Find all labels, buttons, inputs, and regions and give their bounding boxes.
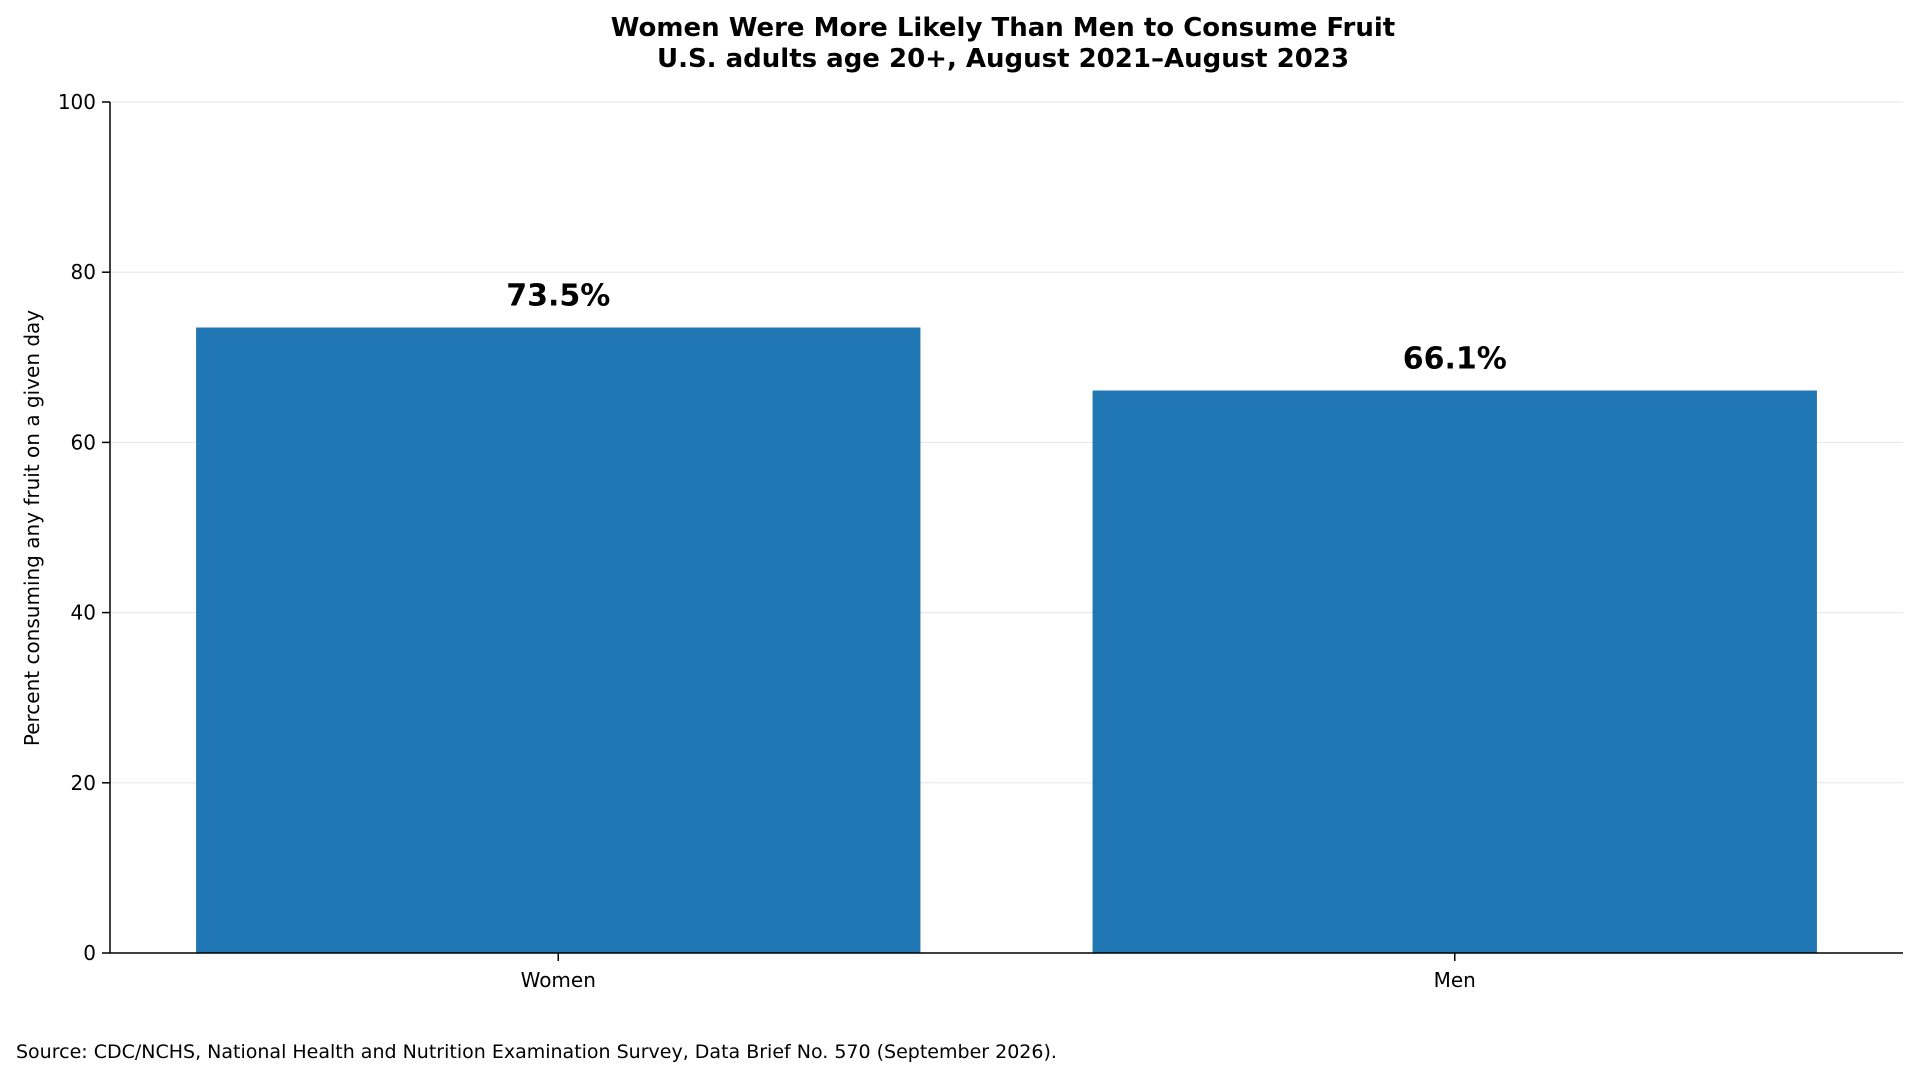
y-tick-label: 80	[71, 260, 96, 284]
bars	[196, 327, 1817, 953]
x-tick-label: Women	[521, 968, 596, 992]
data-label: 73.5%	[506, 279, 610, 314]
bar-women	[196, 327, 921, 953]
y-tick-label: 40	[71, 601, 96, 625]
source-note: Source: CDC/NCHS, National Health and Nu…	[16, 1041, 1057, 1063]
data-labels: 73.5% 66.1%	[506, 279, 1507, 377]
chart-title: Women Were More Likely Than Men to Consu…	[611, 13, 1395, 43]
y-tick-label: 20	[71, 771, 96, 795]
axes: 0 20 40 60 80 100 Women Men	[58, 90, 1903, 992]
data-label: 66.1%	[1403, 341, 1507, 376]
y-tick-label: 60	[71, 430, 96, 454]
chart-subtitle: U.S. adults age 20+, August 2021–August …	[657, 44, 1349, 74]
y-tick-label: 100	[58, 90, 96, 114]
y-axis-label: Percent consuming any fruit on a given d…	[20, 310, 44, 746]
y-tick-label: 0	[83, 941, 96, 965]
x-tick-label: Men	[1434, 968, 1476, 992]
bar-men	[1092, 390, 1817, 953]
